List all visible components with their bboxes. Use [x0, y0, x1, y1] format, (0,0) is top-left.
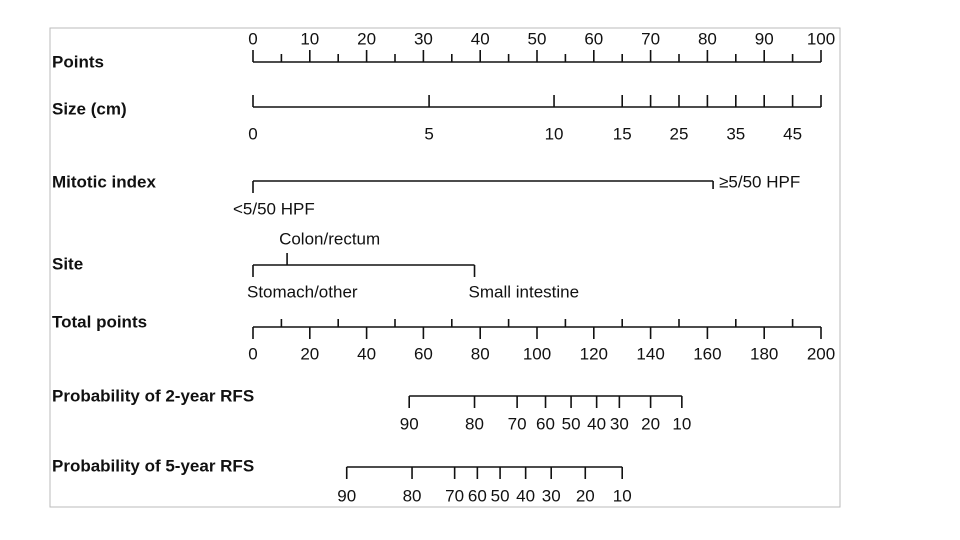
tick-label: 30 [610, 414, 629, 433]
row-label: Total points [52, 312, 147, 331]
frame [49, 27, 841, 508]
tick-label: 10 [672, 414, 691, 433]
tick-label: 60 [584, 29, 603, 48]
tick-label: 80 [403, 486, 422, 505]
tick-label: Small intestine [469, 282, 580, 301]
tick-label: 80 [471, 344, 490, 363]
tick-label: 200 [807, 344, 835, 363]
tick-label: Colon/rectum [279, 229, 380, 248]
tick-label: 60 [536, 414, 555, 433]
row-label: Mitotic index [52, 172, 156, 191]
tick-label: 40 [471, 29, 490, 48]
tick-label: 0 [248, 344, 257, 363]
tick-label: 0 [248, 29, 257, 48]
tick-label: 30 [542, 486, 561, 505]
tick-label: 70 [445, 486, 464, 505]
tick-label: 35 [726, 124, 745, 143]
tick-label: 60 [414, 344, 433, 363]
tick-label: 70 [508, 414, 527, 433]
tick-label: 10 [300, 29, 319, 48]
tick-label: 90 [400, 414, 419, 433]
tick-label: 10 [545, 124, 564, 143]
tick-label: ≥5/50 HPF [719, 172, 800, 191]
tick-label: 40 [516, 486, 535, 505]
tick-label: 40 [587, 414, 606, 433]
tick-label: 80 [698, 29, 717, 48]
tick-label: 140 [636, 344, 664, 363]
row-label: Probability of 2-year RFS [52, 386, 254, 405]
tick-label: 70 [641, 29, 660, 48]
tick-label: 20 [300, 344, 319, 363]
tick-label: 80 [465, 414, 484, 433]
tick-label: 0 [248, 124, 257, 143]
tick-label: 10 [613, 486, 632, 505]
tick-label: 50 [491, 486, 510, 505]
row-label: Size (cm) [52, 99, 127, 118]
tick-label: 5 [424, 124, 433, 143]
tick-label: 60 [468, 486, 487, 505]
tick-label: Stomach/other [247, 282, 358, 301]
tick-label: 90 [337, 486, 356, 505]
tick-label: 40 [357, 344, 376, 363]
row-label: Site [52, 254, 83, 273]
tick-label: 20 [641, 414, 660, 433]
tick-label: 100 [523, 344, 551, 363]
tick-label: <5/50 HPF [233, 199, 315, 218]
tick-label: 100 [807, 29, 835, 48]
tick-label: 30 [414, 29, 433, 48]
tick-label: 15 [613, 124, 632, 143]
tick-label: 20 [357, 29, 376, 48]
tick-label: 120 [580, 344, 608, 363]
tick-label: 160 [693, 344, 721, 363]
tick-label: 50 [528, 29, 547, 48]
tick-label: 20 [576, 486, 595, 505]
tick-label: 45 [783, 124, 802, 143]
tick-label: 180 [750, 344, 778, 363]
tick-label: 50 [562, 414, 581, 433]
row-label: Probability of 5-year RFS [52, 456, 254, 475]
tick-label: 25 [670, 124, 689, 143]
tick-label: 90 [755, 29, 774, 48]
row-label: Points [52, 52, 104, 71]
